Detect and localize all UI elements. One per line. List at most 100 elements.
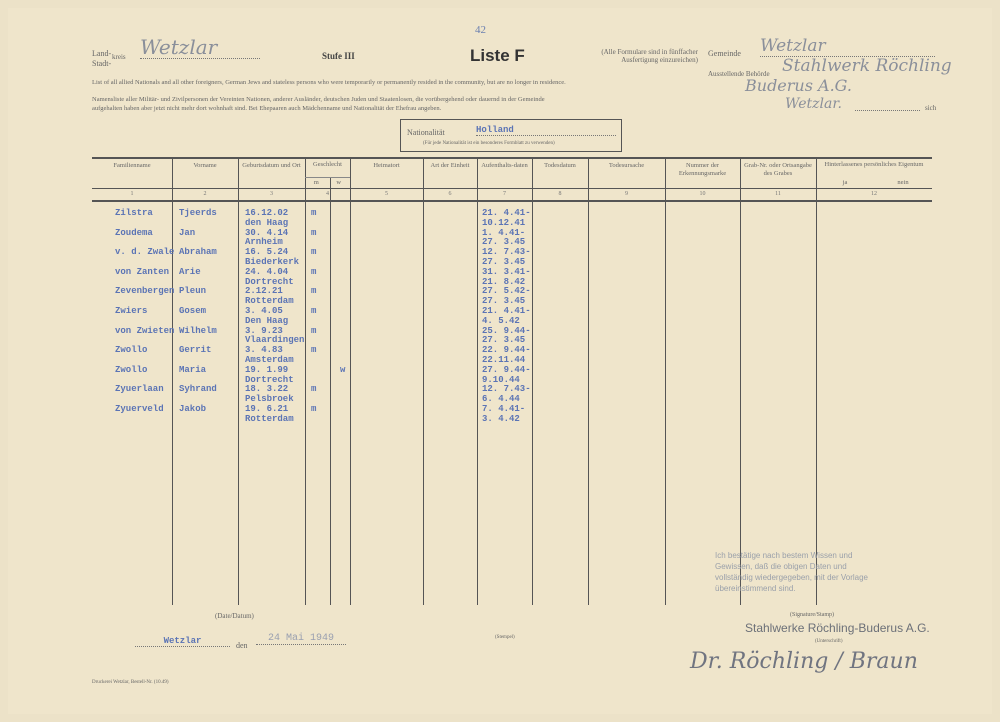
row-first-name: Jan bbox=[179, 227, 196, 238]
row-first-name: Abraham bbox=[179, 247, 217, 258]
row-birth-date: 18. 3.22 bbox=[245, 384, 289, 395]
row-residence-from: 21. 4.41- bbox=[482, 208, 531, 218]
row-residence-from: 7. 4.41- bbox=[482, 404, 526, 414]
row-first-name: Pleun bbox=[179, 286, 207, 297]
behoerde-value-2: Buderus A.G. bbox=[745, 76, 852, 95]
row-birth-date: 16. 5.24 bbox=[245, 247, 289, 258]
column-number: 11 bbox=[775, 191, 781, 197]
gemeinde-value: Wetzlar bbox=[760, 37, 935, 57]
row-birth-date: 30. 4.14 bbox=[245, 227, 289, 238]
row-birth-date: 19. 6.21 bbox=[245, 404, 289, 414]
nationality-box: Nationalität Holland (Für jede Nationali… bbox=[400, 119, 622, 152]
page-title: Liste F bbox=[470, 46, 525, 65]
row-birth-date: 16.12.02 bbox=[245, 208, 289, 218]
row-sex: m bbox=[311, 384, 317, 395]
signature-label: (Signature/Stamp) bbox=[790, 612, 834, 618]
page-number: 42 bbox=[475, 24, 486, 36]
column-subheader: m bbox=[313, 179, 319, 186]
row-birth-place: Dortrecht bbox=[245, 276, 294, 287]
english-description: List of all allied Nationals and all oth… bbox=[92, 79, 566, 86]
den-label: den bbox=[236, 641, 248, 650]
stamp-line: Ich bestätige nach bestem Wissen und bbox=[715, 551, 853, 560]
date-value: 24 Mai 1949 bbox=[256, 633, 346, 645]
certification-stamp: Ich bestätige nach bestem Wissen und Gew… bbox=[715, 550, 868, 594]
german-description-2: aufgehalten haben aber jetzt nicht mehr … bbox=[92, 105, 442, 112]
row-surname: v. d. Zwale bbox=[115, 247, 175, 258]
row-birth-place: Den Haag bbox=[245, 315, 289, 326]
row-birth-place: Amsterdam bbox=[245, 355, 294, 365]
column-number: 1 bbox=[130, 191, 134, 197]
column-number: 10 bbox=[699, 191, 706, 197]
nationality-note: (Für jede Nationalität ist ein besondere… bbox=[423, 141, 555, 146]
column-header: Heimatort bbox=[373, 162, 400, 169]
row-first-name: Syhrand bbox=[179, 384, 217, 395]
row-sex: m bbox=[311, 404, 317, 414]
row-birth-place: Dortrecht bbox=[245, 374, 294, 385]
row-residence-from: 25. 9.44- bbox=[482, 325, 531, 336]
row-birth-place: den Haag bbox=[245, 217, 289, 228]
row-surname: Zwollo bbox=[115, 364, 148, 375]
row-surname: Zyuerlaan bbox=[115, 384, 164, 395]
row-residence-from: 1. 4.41- bbox=[482, 227, 526, 238]
column-number: 9 bbox=[625, 191, 628, 197]
row-birth-place: Arnheim bbox=[245, 237, 283, 248]
form-note: (Alle Formulare sind in fünffacher Ausfe… bbox=[601, 48, 698, 64]
column-header: Grab-Nr. oder Ortsangabe des Grabes bbox=[744, 162, 812, 177]
row-residence-to: 4. 5.42 bbox=[482, 315, 520, 326]
column-header: Geschlecht bbox=[313, 161, 342, 168]
signature: Dr. Röchling / Braun bbox=[690, 649, 918, 674]
column-header: Art der Einheit bbox=[430, 162, 470, 169]
column-number: 5 bbox=[385, 191, 388, 197]
row-residence-to: 27. 3.45 bbox=[482, 237, 526, 248]
stufe: Stufe III bbox=[322, 51, 355, 61]
kreis-value: Wetzlar bbox=[140, 36, 260, 59]
row-residence-to: 27. 3.45 bbox=[482, 296, 526, 307]
row-birth-place: Vlaardingen bbox=[245, 335, 305, 346]
column-header: Hinterlassenes persönliches Eigentum bbox=[824, 161, 924, 168]
kreis-label: kreis bbox=[112, 53, 126, 61]
place-value: Wetzlar bbox=[135, 636, 230, 647]
row-sex: w bbox=[340, 364, 346, 375]
row-residence-from: 27. 9.44- bbox=[482, 364, 531, 375]
row-residence-to: 27. 3.45 bbox=[482, 257, 526, 267]
row-sex: m bbox=[311, 306, 317, 316]
row-first-name: Gosem bbox=[179, 306, 207, 316]
row-residence-to: 22.11.44 bbox=[482, 355, 526, 365]
row-first-name: Gerrit bbox=[179, 345, 212, 356]
column-number: 7 bbox=[503, 191, 506, 197]
row-sex: m bbox=[311, 227, 317, 238]
row-surname: Zwiers bbox=[115, 306, 148, 316]
row-sex: m bbox=[311, 345, 317, 356]
column-header: Aufenthalts-daten bbox=[481, 162, 528, 169]
row-birth-place: Biederkerk bbox=[245, 257, 300, 267]
row-sex: m bbox=[311, 247, 317, 258]
unterschrift-label: (Unterschrift) bbox=[815, 639, 843, 644]
column-header: Todesursache bbox=[608, 162, 645, 169]
row-birth-date: 3. 4.83 bbox=[245, 345, 283, 356]
row-surname: Zoudema bbox=[115, 227, 153, 238]
nationality-label: Nationalität bbox=[407, 128, 445, 137]
row-residence-from: 27. 5.42- bbox=[482, 286, 531, 297]
row-surname: von Zanten bbox=[115, 266, 170, 277]
row-first-name: Tjeerds bbox=[179, 208, 217, 218]
column-number: 12 bbox=[871, 191, 877, 197]
row-birth-date: 3. 4.05 bbox=[245, 306, 283, 316]
row-birth-place: Rotterdam bbox=[245, 413, 294, 424]
stempel-label: (Stempel) bbox=[495, 635, 515, 640]
row-residence-to: 10.12.41 bbox=[482, 217, 526, 228]
row-birth-place: Rotterdam bbox=[245, 296, 294, 307]
column-subheader: nein bbox=[897, 179, 909, 186]
row-residence-to: 3. 4.42 bbox=[482, 413, 520, 424]
column-subheader: ja bbox=[842, 179, 848, 186]
row-sex: m bbox=[311, 266, 317, 277]
row-sex: m bbox=[311, 325, 317, 336]
company-stamp: Stahlwerke Röchling-Buderus A.G. bbox=[745, 621, 930, 635]
row-first-name: Arie bbox=[179, 266, 201, 277]
behoerde-value-3: Wetzlar. bbox=[785, 96, 842, 112]
stamp-line: vollständig wiedergegeben, mit der Vorla… bbox=[715, 573, 868, 582]
row-residence-to: 21. 8.42 bbox=[482, 276, 526, 287]
row-first-name: Wilhelm bbox=[179, 325, 217, 336]
printer-imprint: Druckerei Wetzlar, Bestell-Nr. (10.49) bbox=[92, 680, 169, 685]
stamp-line: Gewissen, daß die obigen Daten und bbox=[715, 562, 847, 571]
